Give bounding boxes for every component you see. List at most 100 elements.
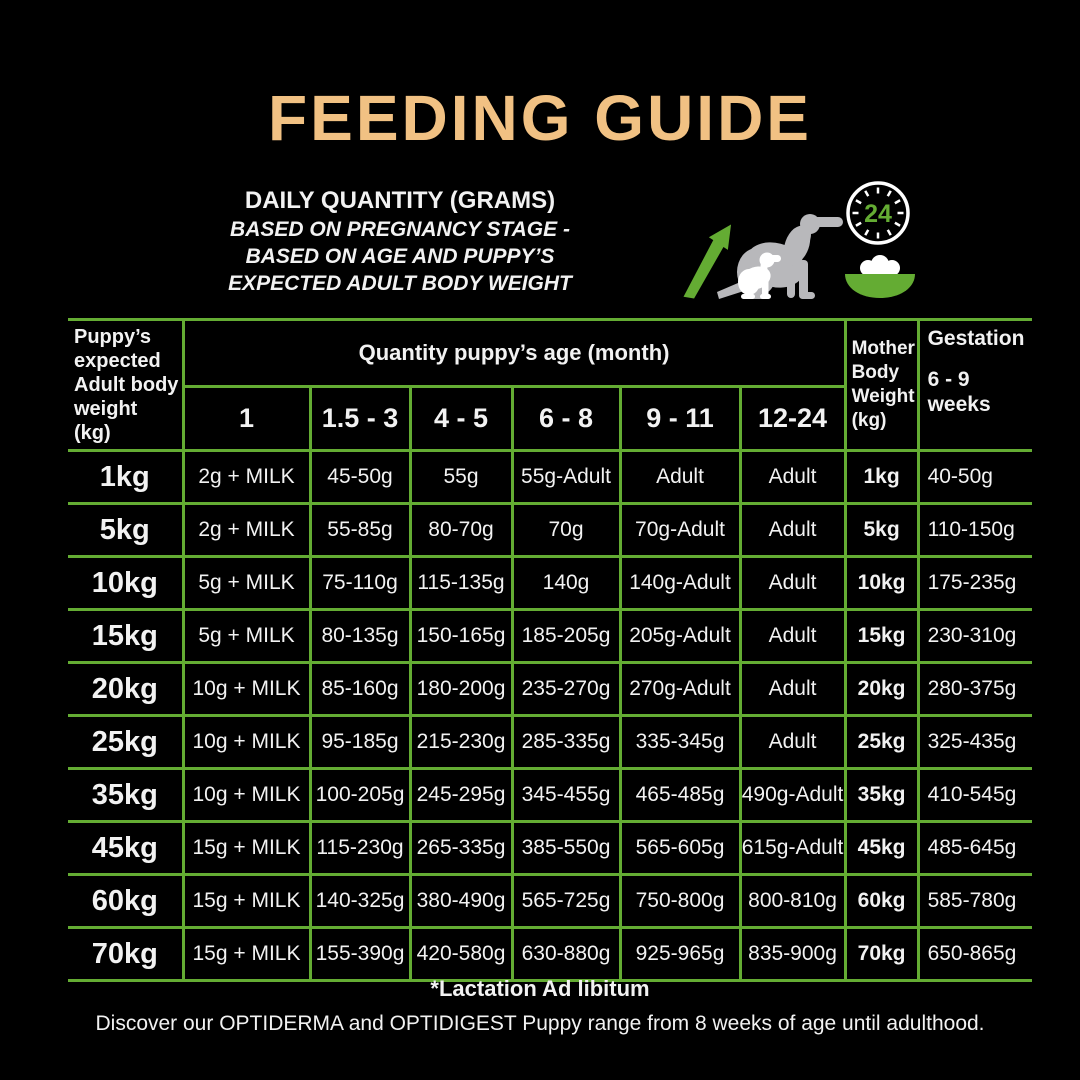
food-bowl-icon [845, 255, 915, 298]
quantity-cell: 5g + MILK [181, 608, 312, 664]
mother-weight-cell: 20kg [843, 661, 920, 717]
quantity-cell: 150-165g [408, 608, 514, 664]
quantity-age-header: Quantity puppy’s age (month) [181, 318, 847, 388]
quantity-cell: 100-205g [308, 767, 412, 823]
24h-clock-icon: 24 [846, 181, 910, 245]
quantity-cell: 345-455g [510, 767, 622, 823]
quantity-cell: 115-230g [308, 820, 412, 876]
weight-cell: 1kg [68, 449, 185, 505]
quantity-cell: 205g-Adult [618, 608, 742, 664]
quantity-cell: Adult [738, 608, 847, 664]
puppy-weight-header: Puppy’s expected Adult body weight (kg) [68, 318, 185, 452]
gestation-cell: 280-375g [916, 661, 1033, 717]
quantity-cell: 140-325g [308, 873, 412, 929]
clock-24-label: 24 [864, 200, 892, 228]
feeding-table-body: 1kg 2g + MILK 45-50g 55g 55g-Adult Adult… [68, 449, 1033, 982]
mother-weight-cell: 5kg [843, 502, 920, 558]
quantity-cell: 55-85g [308, 502, 412, 558]
clock-ticks [852, 187, 904, 239]
gestation-cell: 325-435g [916, 714, 1033, 770]
lactation-note: *Lactation Ad libitum [430, 976, 650, 1001]
quantity-cell: 180-200g [408, 661, 514, 717]
gestation-cell: 485-645g [916, 820, 1033, 876]
quantity-cell: 215-230g [408, 714, 514, 770]
quantity-cell: 235-270g [510, 661, 622, 717]
weight-cell: 45kg [68, 820, 185, 876]
quantity-cell: 630-880g [510, 926, 622, 982]
subtitle-block: DAILY QUANTITY (GRAMS) BASED ON PREGNANC… [150, 186, 650, 297]
quantity-cell: 925-965g [618, 926, 742, 982]
quantity-cell: 265-335g [408, 820, 514, 876]
quantity-cell: 140g [510, 555, 622, 611]
weight-cell: 60kg [68, 873, 185, 929]
quantity-cell: 835-900g [738, 926, 847, 982]
quantity-cell: 85-160g [308, 661, 412, 717]
quantity-cell: Adult [618, 449, 742, 505]
quantity-cell: 245-295g [408, 767, 514, 823]
gestation-header: Gestation 6 - 9 weeks [916, 318, 1033, 452]
mother-weight-cell: 10kg [843, 555, 920, 611]
quantity-cell: 95-185g [308, 714, 412, 770]
quantity-cell: Adult [738, 661, 847, 717]
quantity-cell: 5g + MILK [181, 555, 312, 611]
table-row: 5kg 2g + MILK 55-85g 80-70g 70g 70g-Adul… [68, 502, 1033, 558]
quantity-cell: 615g-Adult [738, 820, 847, 876]
quantity-cell: 465-485g [618, 767, 742, 823]
gestation-cell: 175-235g [916, 555, 1033, 611]
weight-cell: 70kg [68, 926, 185, 982]
quantity-cell: 2g + MILK [181, 449, 312, 505]
table-row: 20kg 10g + MILK 85-160g 180-200g 235-270… [68, 661, 1033, 717]
age-col-1_5-3: 1.5 - 3 [308, 384, 412, 453]
quantity-cell: 115-135g [408, 555, 514, 611]
quantity-cell: 2g + MILK [181, 502, 312, 558]
quantity-cell: 420-580g [408, 926, 514, 982]
gestation-title: Gestation [927, 327, 1025, 350]
table-row: 45kg 15g + MILK 115-230g 265-335g 385-55… [68, 820, 1033, 876]
weight-cell: 10kg [68, 555, 185, 611]
quantity-cell: 55g-Adult [510, 449, 622, 505]
table-row: 1kg 2g + MILK 45-50g 55g 55g-Adult Adult… [68, 449, 1033, 505]
weight-cell: 35kg [68, 767, 185, 823]
table-row: 15kg 5g + MILK 80-135g 150-165g 185-205g… [68, 608, 1033, 664]
quantity-cell: 155-390g [308, 926, 412, 982]
table-row: 10kg 5g + MILK 75-110g 115-135g 140g 140… [68, 555, 1033, 611]
puppy-silhouette [738, 252, 781, 299]
age-col-1: 1 [181, 384, 312, 453]
quantity-cell: 800-810g [738, 873, 847, 929]
quantity-cell: 270g-Adult [618, 661, 742, 717]
quantity-cell: 140g-Adult [618, 555, 742, 611]
icon-strip: 24 [660, 175, 930, 307]
daily-quantity-label: DAILY QUANTITY (GRAMS) [244, 187, 556, 214]
gestation-header-inner: Gestation 6 - 9 weeks [920, 321, 1033, 425]
quantity-cell: 15g + MILK [181, 873, 312, 929]
gestation-cell: 110-150g [916, 502, 1033, 558]
feeding-table: Puppy’s expected Adult body weight (kg) … [68, 318, 1033, 982]
header-row-2: 1 1.5 - 3 4 - 5 6 - 8 9 - 11 12-24 [68, 384, 1032, 453]
weight-cell: 20kg [68, 661, 185, 717]
quantity-cell: Adult [738, 449, 847, 505]
quantity-cell: 80-135g [308, 608, 412, 664]
weight-cell: 15kg [68, 608, 185, 664]
quantity-cell: 70g [510, 502, 622, 558]
table-row: 35kg 10g + MILK 100-205g 245-295g 345-45… [68, 767, 1033, 823]
quantity-cell: 380-490g [408, 873, 514, 929]
quantity-cell: 335-345g [618, 714, 742, 770]
discover-note: Discover our OPTIDERMA and OPTIDIGEST Pu… [95, 1012, 985, 1035]
mother-weight-header: Mother Body Weight (kg) [843, 318, 920, 452]
gestation-cell: 40-50g [916, 449, 1033, 505]
quantity-cell: 10g + MILK [181, 714, 312, 770]
quantity-cell: 285-335g [510, 714, 622, 770]
quantity-cell: 75-110g [308, 555, 412, 611]
page-title: FEEDING GUIDE [268, 82, 812, 154]
quantity-cell: Adult [738, 555, 847, 611]
quantity-cell: 565-725g [510, 873, 622, 929]
gestation-cell: 585-780g [916, 873, 1033, 929]
subtitle-line-pregnancy: BASED ON PREGNANCY STAGE - [230, 218, 570, 241]
mother-weight-cell: 25kg [843, 714, 920, 770]
quantity-cell: Adult [738, 502, 847, 558]
growth-arrow-icon [683, 224, 732, 299]
quantity-cell: 10g + MILK [181, 661, 312, 717]
age-col-4-5: 4 - 5 [408, 384, 514, 453]
header-row-1: Puppy’s expected Adult body weight (kg) … [68, 318, 1033, 452]
quantity-cell: 490g-Adult [738, 767, 847, 823]
